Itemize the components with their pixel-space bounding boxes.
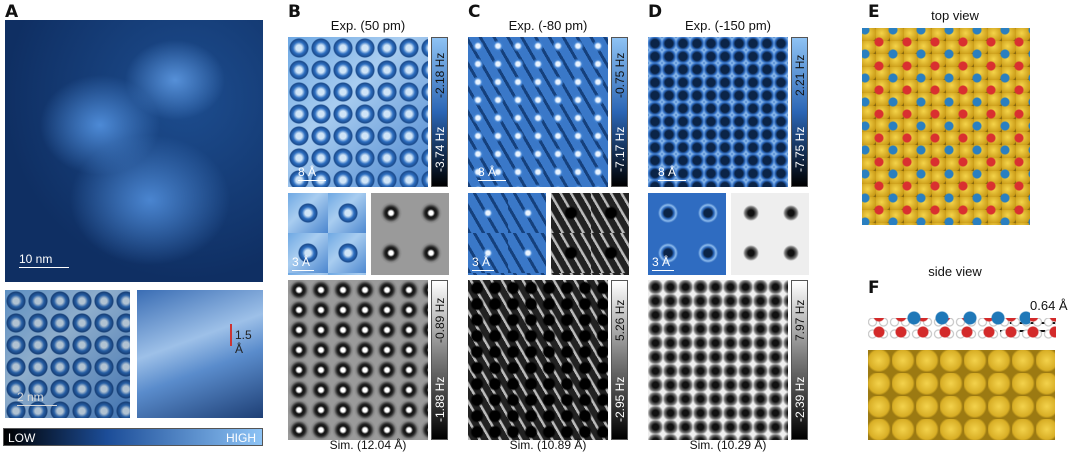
scale-label: 2 nm — [17, 390, 44, 404]
panel-label-a: A — [5, 2, 19, 22]
nitrogen-atoms — [900, 311, 1030, 325]
panel-label-f: F — [868, 278, 880, 298]
sim-zoom-image-d — [731, 193, 809, 275]
side-view-title: side view — [928, 264, 982, 279]
colorbar-low-label: LOW — [8, 431, 36, 445]
sim-title-c: Sim. (10.89 Å) — [509, 438, 587, 452]
exp-colorbar-d: 2.21 Hz -7.75 Hz — [791, 37, 808, 187]
height-annotation: 1.5 Å — [235, 328, 252, 356]
gold-substrate — [868, 350, 1055, 440]
sim-title-d: Sim. (10.29 Å) — [689, 438, 767, 452]
top-view-model — [862, 28, 1030, 225]
scale-label: 8 Å — [298, 165, 317, 179]
colorbar-max: -0.89 Hz — [433, 297, 447, 344]
colorbar-max: -0.75 Hz — [613, 52, 627, 98]
panel-a-zoom-image: 2 nm — [5, 290, 130, 418]
scale-label: 3 Å — [292, 255, 311, 269]
panel-label-c: C — [468, 2, 481, 22]
height-label: 0.64 Å — [1030, 298, 1068, 313]
scale-label: 3 Å — [472, 255, 491, 269]
sim-image-b — [288, 280, 428, 440]
height-colorbar: LOW HIGH — [3, 428, 263, 446]
sim-colorbar-c: 5.26 Hz -2.95 Hz — [611, 280, 628, 440]
scale-label: 8 Å — [658, 165, 677, 179]
sim-colorbar-b: -0.89 Hz -1.88 Hz — [431, 280, 448, 440]
top-view-title: top view — [931, 8, 979, 23]
colorbar-min: -2.39 Hz — [793, 376, 807, 423]
colorbar-max: -2.18 Hz — [433, 52, 447, 98]
height-arrow-icon — [230, 324, 232, 346]
panel-a-3d-image: 1.5 Å — [137, 290, 263, 418]
colorbar-max: 5.26 Hz — [613, 299, 627, 342]
exp-title-c: Exp. (-80 pm) — [508, 18, 588, 33]
scale-bar-3a: 3 Å — [652, 255, 674, 271]
scale-bar-8a: 8 Å — [658, 165, 686, 181]
exp-zoom-image-c: 3 Å — [468, 193, 546, 275]
scale-bar-8a: 8 Å — [478, 165, 506, 181]
colorbar-min: -3.74 Hz — [433, 126, 447, 172]
exp-zoom-image-d: 3 Å — [648, 193, 726, 275]
exp-image-b: 8 Å — [288, 37, 428, 187]
scale-bar-10nm: 10 nm — [19, 252, 69, 268]
exp-image-c: 8 Å — [468, 37, 608, 187]
scale-label: 10 nm — [19, 252, 53, 266]
colorbar-max: 7.97 Hz — [793, 299, 807, 342]
sim-image-d — [648, 280, 788, 440]
scale-bar-3a: 3 Å — [292, 255, 314, 271]
scale-label: 3 Å — [652, 255, 671, 269]
sim-image-c — [468, 280, 608, 440]
sim-title-b: Sim. (12.04 Å) — [329, 438, 407, 452]
colorbar-min: -7.17 Hz — [613, 126, 627, 172]
panel-label-d: D — [648, 2, 663, 22]
exp-colorbar-c: -0.75 Hz -7.17 Hz — [611, 37, 628, 187]
exp-title-d: Exp. (-150 pm) — [685, 18, 771, 33]
colorbar-min: -7.75 Hz — [793, 126, 807, 172]
colorbar-min: -1.88 Hz — [433, 376, 447, 423]
exp-colorbar-b: -2.18 Hz -3.74 Hz — [431, 37, 448, 187]
sim-colorbar-d: 7.97 Hz -2.39 Hz — [791, 280, 808, 440]
scale-bar-3a: 3 Å — [472, 255, 494, 271]
colorbar-high-label: HIGH — [226, 431, 256, 445]
panel-label-e: E — [868, 2, 880, 22]
sim-zoom-image-c — [551, 193, 629, 275]
sim-zoom-image-b — [371, 193, 449, 275]
scale-bar-2nm: 2 nm — [17, 390, 57, 406]
panel-label-b: B — [288, 2, 301, 22]
scale-label: 8 Å — [478, 165, 497, 179]
exp-zoom-image-b: 3 Å — [288, 193, 366, 275]
exp-image-d: 8 Å — [648, 37, 788, 187]
scale-bar-8a: 8 Å — [298, 165, 326, 181]
exp-title-b: Exp. (50 pm) — [330, 18, 406, 33]
colorbar-min: -2.95 Hz — [613, 376, 627, 423]
colorbar-max: 2.21 Hz — [793, 54, 807, 96]
panel-a-stm-image: 10 nm — [5, 20, 263, 282]
